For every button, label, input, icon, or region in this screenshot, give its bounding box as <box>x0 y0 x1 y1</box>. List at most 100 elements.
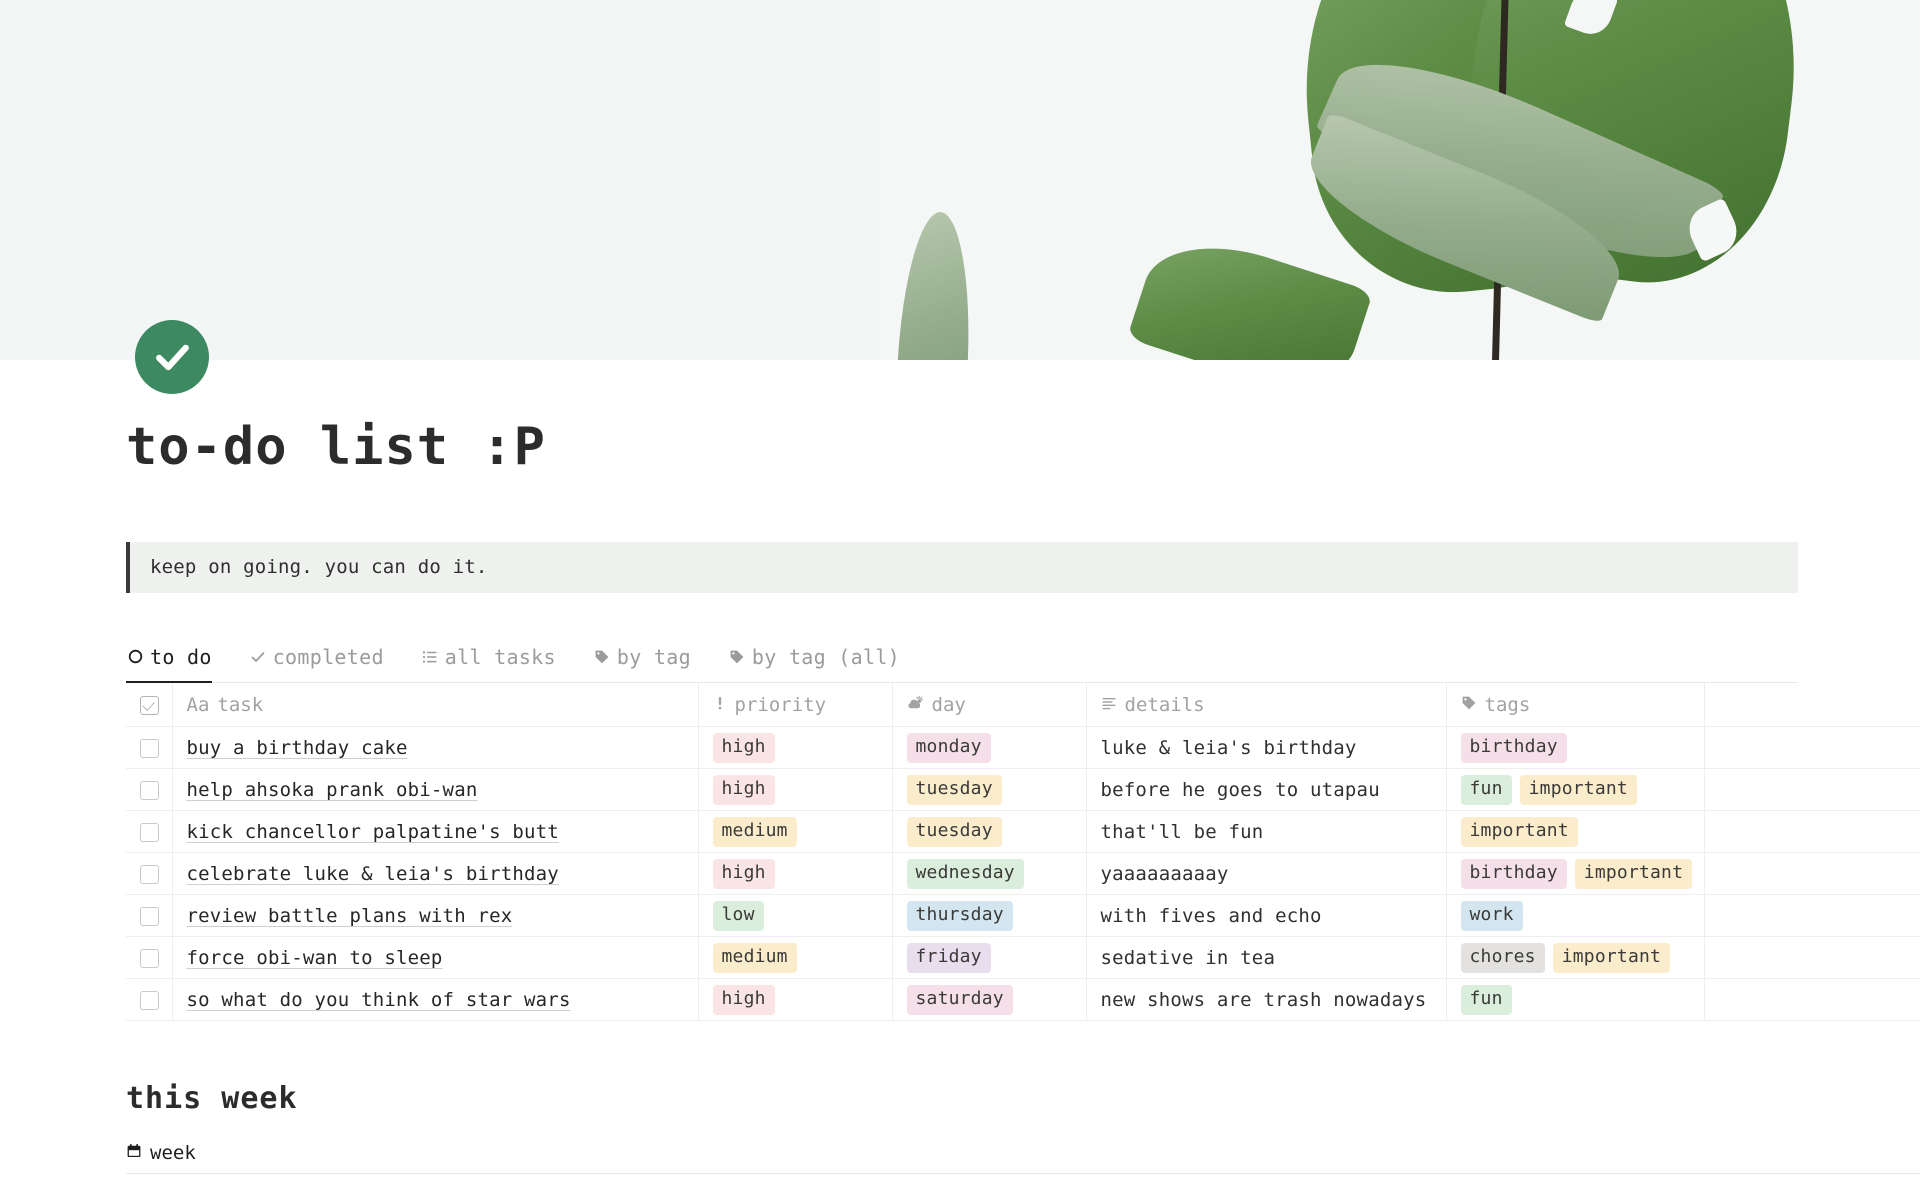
tags-cell[interactable]: fun <box>1446 978 1705 1022</box>
tab-completed[interactable]: completed <box>248 642 402 682</box>
aa-icon: Aa <box>186 693 210 716</box>
column-label: tags <box>1484 693 1531 716</box>
text-lines-icon <box>1101 694 1117 716</box>
task-link[interactable]: force obi-wan to sleep <box>186 946 443 969</box>
tag-icon <box>1461 694 1477 716</box>
column-day[interactable]: day <box>892 682 1087 728</box>
table-body: buy a birthday cake high monday luke & leia… <box>126 726 1920 1022</box>
tab-by-tag[interactable]: by tag <box>592 642 709 682</box>
empty-cell[interactable] <box>1704 894 1920 938</box>
this-week-tabs: week <box>126 1138 1920 1175</box>
priority-cell[interactable]: medium <box>698 936 893 980</box>
row-checkbox[interactable] <box>140 906 159 926</box>
row-checkbox-cell[interactable] <box>126 852 173 896</box>
row-checkbox-cell[interactable] <box>126 978 173 1022</box>
tab-week[interactable]: week <box>126 1142 196 1173</box>
priority-cell[interactable]: medium <box>698 810 893 854</box>
details-text: luke & leia's birthday <box>1100 736 1357 759</box>
day-cell[interactable]: saturday <box>892 978 1087 1022</box>
priority-cell[interactable]: high <box>698 852 893 896</box>
day-pill: tuesday <box>906 775 1002 805</box>
column-label: day <box>931 693 966 716</box>
empty-cell[interactable] <box>1704 726 1920 770</box>
task-link[interactable]: celebrate luke & leia's birthday <box>186 862 559 885</box>
day-cell[interactable]: tuesday <box>892 768 1087 812</box>
tab-label: to do <box>150 644 212 669</box>
tag-pill: fun <box>1460 775 1512 805</box>
row-checkbox[interactable] <box>140 948 159 968</box>
row-checkbox-cell[interactable] <box>126 894 173 938</box>
column-tags[interactable]: tags <box>1446 682 1705 728</box>
column-details[interactable]: details <box>1086 682 1447 728</box>
weather-icon <box>907 694 924 716</box>
priority-cell[interactable]: low <box>698 894 893 938</box>
tags-cell[interactable]: fun important <box>1446 768 1705 812</box>
column-empty[interactable] <box>1704 682 1920 728</box>
task-link[interactable]: buy a birthday cake <box>186 736 408 759</box>
details-cell[interactable]: luke & leia's birthday <box>1086 726 1447 770</box>
tags-cell[interactable]: work <box>1446 894 1705 938</box>
priority-cell[interactable]: high <box>698 726 893 770</box>
details-cell[interactable]: that'll be fun <box>1086 810 1447 854</box>
details-cell[interactable]: yaaaaaaaaay <box>1086 852 1447 896</box>
select-all-checkbox[interactable] <box>140 695 159 715</box>
priority-cell[interactable]: high <box>698 978 893 1022</box>
tags-cell[interactable]: chores important <box>1446 936 1705 980</box>
task-cell[interactable]: help ahsoka prank obi-wan <box>172 768 699 812</box>
tags-cell[interactable]: birthday <box>1446 726 1705 770</box>
task-link[interactable]: review battle plans with rex <box>186 904 513 927</box>
day-cell[interactable]: friday <box>892 936 1087 980</box>
day-pill: friday <box>906 943 991 973</box>
row-checkbox[interactable] <box>140 822 159 842</box>
column-task[interactable]: Aa task <box>172 682 699 728</box>
details-cell[interactable]: sedative in tea <box>1086 936 1447 980</box>
empty-cell[interactable] <box>1704 852 1920 896</box>
task-cell[interactable]: so what do you think of star wars <box>172 978 699 1022</box>
priority-cell[interactable]: high <box>698 768 893 812</box>
column-select[interactable] <box>126 682 173 728</box>
row-checkbox-cell[interactable] <box>126 726 173 770</box>
tab-by-tag-all[interactable]: by tag (all) <box>727 642 918 682</box>
row-checkbox[interactable] <box>140 864 159 884</box>
task-cell[interactable]: celebrate luke & leia's birthday <box>172 852 699 896</box>
tab-to-do[interactable]: to do <box>126 642 230 683</box>
day-cell[interactable]: wednesday <box>892 852 1087 896</box>
tag-pill: chores <box>1460 943 1545 973</box>
task-cell[interactable]: force obi-wan to sleep <box>172 936 699 980</box>
page-title: to-do list :P <box>126 417 546 477</box>
column-priority[interactable]: priority <box>698 682 893 728</box>
empty-cell[interactable] <box>1704 978 1920 1022</box>
details-cell[interactable]: new shows are trash nowadays <box>1086 978 1447 1022</box>
tab-all-tasks[interactable]: all tasks <box>420 642 574 682</box>
details-text: with fives and echo <box>1100 904 1322 927</box>
task-cell[interactable]: review battle plans with rex <box>172 894 699 938</box>
row-checkbox[interactable] <box>140 738 159 758</box>
row-checkbox-cell[interactable] <box>126 810 173 854</box>
task-link[interactable]: kick chancellor palpatine's butt <box>186 820 559 843</box>
task-link[interactable]: so what do you think of star wars <box>186 988 571 1011</box>
day-cell[interactable]: tuesday <box>892 810 1087 854</box>
task-cell[interactable]: kick chancellor palpatine's butt <box>172 810 699 854</box>
row-checkbox[interactable] <box>140 780 159 800</box>
row-checkbox[interactable] <box>140 990 159 1010</box>
row-checkbox-cell[interactable] <box>126 936 173 980</box>
details-cell[interactable]: before he goes to utapau <box>1086 768 1447 812</box>
details-cell[interactable]: with fives and echo <box>1086 894 1447 938</box>
day-cell[interactable]: monday <box>892 726 1087 770</box>
row-checkbox-cell[interactable] <box>126 768 173 812</box>
empty-cell[interactable] <box>1704 768 1920 812</box>
tags-cell[interactable]: important <box>1446 810 1705 854</box>
task-link[interactable]: help ahsoka prank obi-wan <box>186 778 478 801</box>
day-cell[interactable]: thursday <box>892 894 1087 938</box>
tab-label: completed <box>272 644 384 669</box>
view-tabs: to do completed all tasks <box>126 643 1798 683</box>
task-cell[interactable]: buy a birthday cake <box>172 726 699 770</box>
page-cover <box>0 0 1920 360</box>
empty-cell[interactable] <box>1704 810 1920 854</box>
details-text: before he goes to utapau <box>1100 778 1380 801</box>
empty-cell[interactable] <box>1704 936 1920 980</box>
table-header-row: Aa task priority <box>126 682 1920 728</box>
check-circle-icon[interactable] <box>135 320 209 394</box>
tags-cell[interactable]: birthday important <box>1446 852 1705 896</box>
table-row: so what do you think of star wars high sat… <box>126 978 1920 1022</box>
